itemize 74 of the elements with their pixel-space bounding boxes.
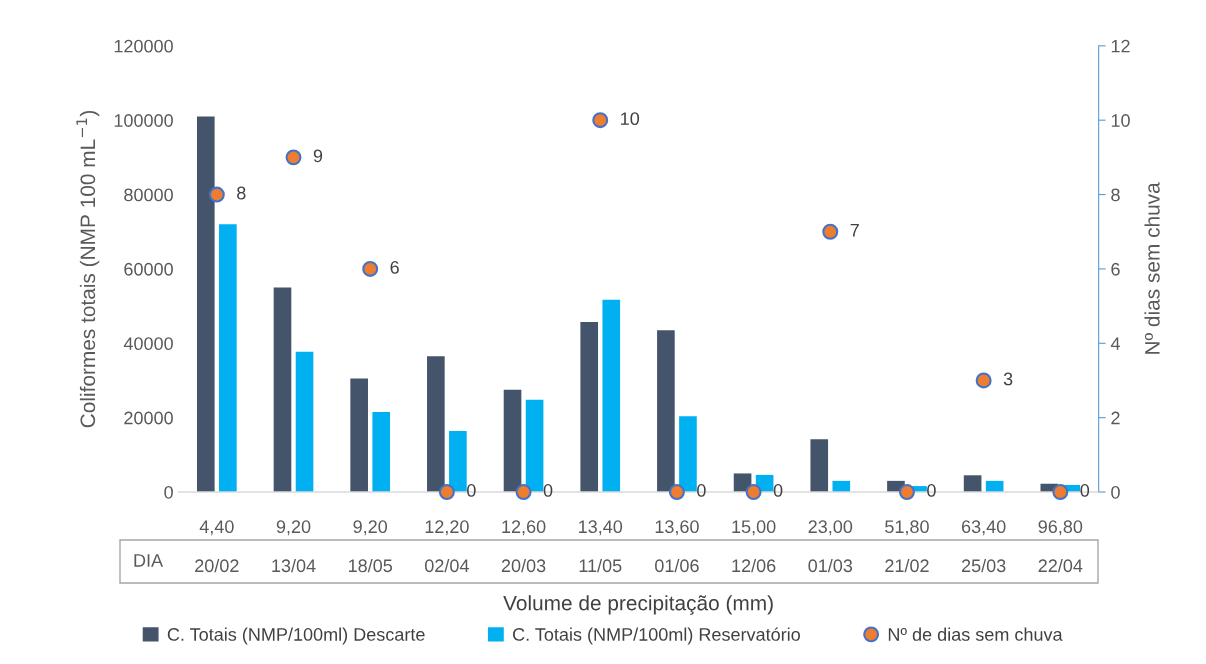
bar [372,412,391,493]
category-label: 51,80 21/02 [885,520,929,573]
y-tick-label: 120000 [114,39,173,53]
point [515,484,532,501]
y2-tick-label: 12 [1111,39,1130,53]
y2-tick-label: 6 [1111,262,1120,276]
data-label: 0 [697,484,706,497]
bar [525,399,544,493]
y-tick-label: 40000 [123,337,173,351]
point [1052,484,1069,501]
bar [580,322,599,493]
category-label: 13,60 01/06 [655,520,699,573]
point [362,260,379,277]
category-label: 9,20 18/05 [348,520,393,573]
y2-tick-label: 2 [1111,411,1120,425]
bar [219,224,237,493]
data-label: 9 [313,149,323,163]
data-label: 0 [467,484,476,497]
point [975,372,992,389]
point [438,484,455,501]
y2-tick-label: 4 [1110,337,1120,350]
bar [679,416,697,493]
data-label: 0 [773,484,783,497]
bar [350,378,368,493]
legend-label: C. Totais (NMP/100ml) Descarte [167,627,425,645]
category-label: 9,20 13/04 [272,520,316,573]
y2-tick-label: 10 [1111,114,1130,127]
text: DIA [134,554,164,567]
point [592,112,609,129]
bar [295,351,314,493]
x-axis-title: Volume de precipitação (mm) [503,595,773,615]
point [668,484,685,501]
y2-tick-label: 8 [1111,188,1120,202]
category-label: 96,80 22/04 [1038,520,1083,573]
y-tick-label: 20000 [124,411,173,425]
data-label: 8 [237,186,246,200]
point [745,484,762,501]
bar [273,287,292,493]
bar [657,330,675,493]
category-label: 13,40 11/05 [579,520,623,573]
bar [503,389,522,493]
data-label: 10 [621,112,640,126]
category-label: 63,40 25/03 [961,520,1006,573]
point [898,484,915,501]
category-label: 15,00 12/06 [732,520,776,573]
data-label: 3 [1003,372,1013,386]
y2-axis-title: Nº dias sem chuva [1144,182,1160,354]
category-label: 12,20 02/04 [424,520,469,573]
bar [963,475,982,493]
y-tick-label: 60000 [124,262,173,276]
point [285,149,302,166]
y-tick-label: 0 [164,485,173,499]
y-tick-label: 100000 [114,114,173,127]
data-label: 0 [1080,484,1090,497]
category-label: 4,40 20/02 [195,520,239,573]
data-label: 0 [927,484,936,497]
y-tick-label: 80000 [124,188,173,202]
bar [427,356,445,493]
category-label: 23,00 01/03 [808,520,853,573]
legend-label: Nº de dias sem chuva [888,627,1063,641]
bar [196,116,215,493]
point [822,223,839,240]
bar [810,439,829,493]
y2-tick-label: 0 [1111,485,1120,499]
point [208,186,225,203]
data-label: 0 [543,484,553,497]
data-label: 7 [850,223,859,237]
legend-label: C. Totais (NMP/100ml) Reservatório [513,627,800,645]
category-label: 12,60 20/03 [501,520,546,573]
data-label: 6 [390,260,399,274]
bar [449,431,467,493]
bar [832,480,851,493]
y-axis-title: Coliformes totais (NMP 100 mL$^{−1}$) [76,110,100,428]
bar [602,299,621,493]
